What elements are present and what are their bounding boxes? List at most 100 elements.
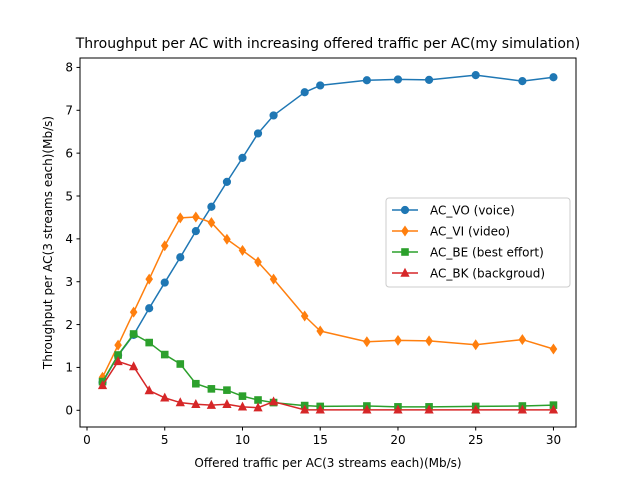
data-point bbox=[316, 81, 325, 90]
x-tick-label: 30 bbox=[546, 433, 561, 447]
data-point bbox=[300, 88, 309, 97]
legend-item: AC_VO (voice) bbox=[392, 203, 515, 217]
data-point bbox=[160, 392, 170, 402]
x-axis: 0 5 10 15 20 25 30 bbox=[83, 427, 561, 447]
data-point bbox=[238, 392, 247, 400]
data-point bbox=[548, 404, 559, 414]
data-point bbox=[517, 404, 527, 414]
data-point bbox=[268, 396, 279, 406]
data-point bbox=[207, 202, 216, 211]
legend-marker bbox=[400, 205, 410, 215]
data-point bbox=[393, 75, 403, 84]
data-point bbox=[471, 71, 480, 80]
x-tick-label: 20 bbox=[390, 433, 405, 447]
data-point bbox=[394, 334, 402, 346]
legend-label: AC_VI (video) bbox=[430, 224, 510, 238]
data-point bbox=[207, 385, 216, 393]
data-point bbox=[145, 304, 154, 313]
legend-marker bbox=[401, 225, 409, 237]
data-point bbox=[362, 76, 371, 85]
data-point bbox=[97, 380, 108, 390]
data-point bbox=[549, 343, 558, 355]
data-point bbox=[253, 129, 263, 138]
y-tick-label: 7 bbox=[65, 104, 73, 118]
data-point bbox=[223, 233, 231, 245]
data-point bbox=[300, 310, 309, 322]
data-point bbox=[253, 402, 263, 412]
y-tick-label: 2 bbox=[65, 318, 73, 332]
data-point bbox=[129, 361, 139, 371]
y-tick-label: 5 bbox=[65, 189, 73, 203]
data-point bbox=[393, 404, 403, 414]
data-point bbox=[424, 404, 434, 414]
data-point bbox=[363, 336, 371, 348]
data-point bbox=[176, 212, 185, 224]
data-point bbox=[113, 356, 123, 366]
data-point bbox=[144, 385, 154, 395]
data-point bbox=[425, 335, 433, 347]
plot-frame bbox=[79, 57, 577, 428]
legend-item: AC_BE (best effort) bbox=[392, 245, 544, 259]
data-point bbox=[300, 404, 310, 414]
series-line bbox=[101, 74, 554, 383]
y-tick-label: 4 bbox=[65, 232, 73, 246]
x-tick-label: 0 bbox=[83, 433, 91, 447]
y-tick-label: 8 bbox=[65, 61, 73, 75]
data-point bbox=[176, 253, 185, 262]
legend-marker bbox=[401, 248, 409, 256]
series-4 bbox=[97, 356, 559, 414]
data-point bbox=[145, 338, 153, 347]
data-point bbox=[238, 153, 247, 162]
x-tick-label: 15 bbox=[313, 433, 328, 447]
data-point bbox=[518, 77, 527, 86]
x-tick-label: 25 bbox=[468, 433, 483, 447]
y-tick-label: 6 bbox=[65, 146, 73, 160]
data-point bbox=[206, 399, 217, 409]
legend-box bbox=[385, 197, 571, 288]
x-axis-label: Offered traffic per AC(3 streams each)(M… bbox=[194, 456, 461, 470]
y-tick-label: 0 bbox=[65, 404, 73, 418]
legend-label: AC_BE (best effort) bbox=[430, 245, 544, 259]
data-point bbox=[269, 273, 278, 285]
y-tick-label: 3 bbox=[65, 275, 73, 289]
data-point bbox=[191, 398, 201, 408]
chart-title: Throughput per AC with increasing offere… bbox=[75, 36, 581, 52]
data-point bbox=[160, 240, 169, 252]
series-layer bbox=[97, 71, 559, 414]
data-point bbox=[160, 350, 169, 359]
data-point bbox=[238, 244, 247, 256]
legend-item: AC_VI (video) bbox=[392, 224, 510, 238]
data-point bbox=[176, 360, 185, 368]
x-tick-label: 5 bbox=[161, 433, 169, 447]
data-point bbox=[160, 278, 169, 287]
data-point bbox=[145, 273, 154, 285]
data-point bbox=[222, 398, 232, 408]
data-point bbox=[316, 325, 325, 337]
data-point bbox=[269, 111, 278, 120]
data-point bbox=[471, 404, 481, 414]
data-point bbox=[207, 217, 216, 229]
data-point bbox=[129, 306, 138, 318]
data-point bbox=[222, 177, 232, 186]
series-line bbox=[101, 216, 554, 378]
series-2 bbox=[98, 211, 558, 383]
data-point bbox=[175, 397, 185, 407]
legend-marker bbox=[400, 267, 410, 277]
data-point bbox=[424, 75, 434, 84]
data-point bbox=[549, 73, 558, 82]
y-tick-label: 1 bbox=[65, 361, 73, 375]
data-point bbox=[114, 339, 122, 351]
data-point bbox=[315, 404, 325, 414]
y-axis-label: Throughput per AC(3 streams each)(Mb/s) bbox=[41, 116, 55, 370]
data-point bbox=[471, 339, 480, 351]
legend-item: AC_BK (backgroud) bbox=[392, 266, 545, 280]
legend: AC_VO (voice) AC_VI (video) AC_BE (best ef… bbox=[385, 197, 571, 288]
data-point bbox=[191, 227, 200, 236]
data-point bbox=[192, 211, 200, 223]
data-point bbox=[223, 386, 231, 394]
data-point bbox=[192, 379, 200, 388]
x-tick-label: 10 bbox=[235, 433, 250, 447]
data-point bbox=[254, 396, 262, 404]
data-point bbox=[237, 401, 248, 411]
